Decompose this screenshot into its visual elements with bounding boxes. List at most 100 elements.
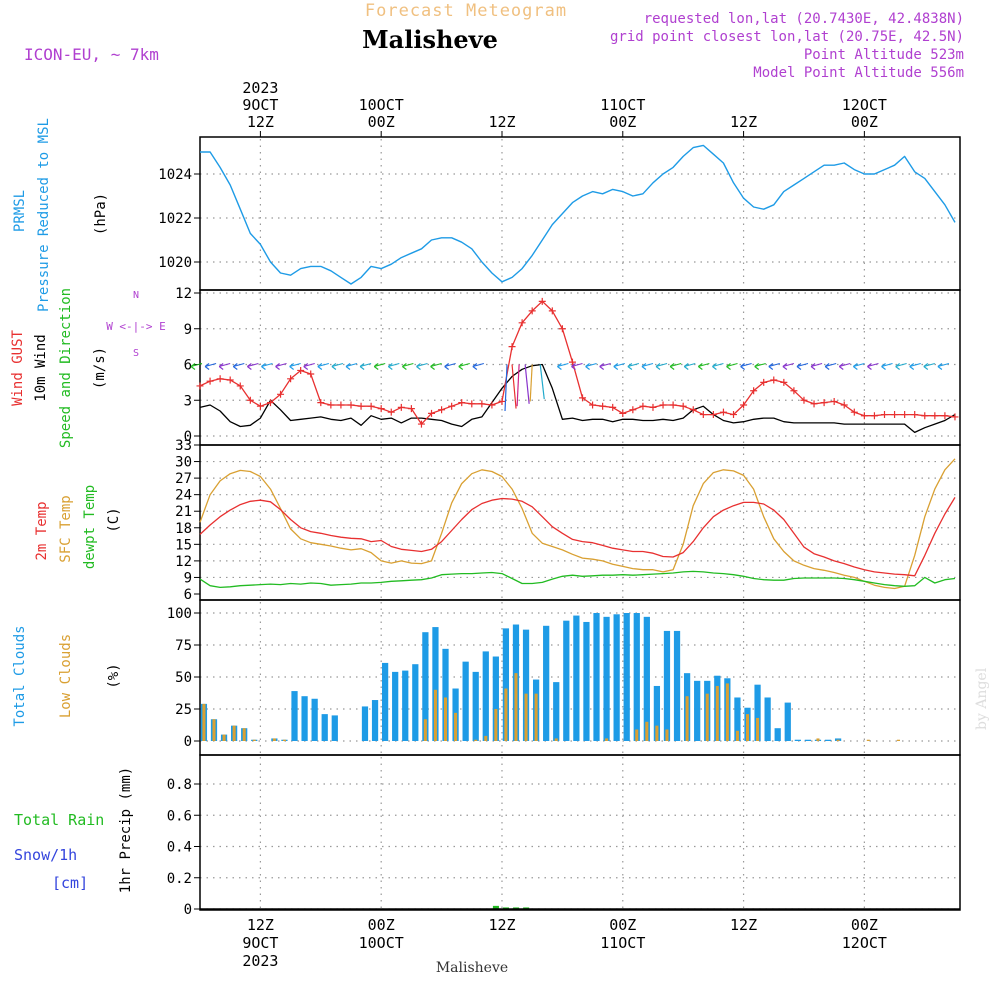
bar-low-clouds — [444, 697, 448, 741]
wind-direction-arrow — [923, 362, 935, 368]
bar-low-clouds — [484, 735, 488, 741]
series-line-sfc-temp — [199, 458, 956, 590]
gust-point — [498, 397, 506, 405]
y-tick-label: 1022 — [158, 211, 192, 227]
bar-total-rain — [492, 905, 499, 909]
gust-point — [790, 387, 798, 395]
wind-direction-arrow — [839, 362, 851, 368]
wind-direction-arrowhead — [698, 363, 703, 370]
gust-point — [347, 401, 355, 409]
gust-point — [870, 412, 878, 420]
wind-direction-arrow — [458, 362, 470, 368]
time-label-top: 2023 — [242, 79, 278, 97]
wind-direction-arrowhead — [782, 363, 788, 370]
wind-direction-arrowhead — [190, 363, 196, 370]
wind-direction-arrowhead — [867, 363, 872, 370]
gust-point — [881, 411, 889, 419]
wind-direction-arrowhead — [472, 363, 478, 370]
gust-point — [297, 366, 305, 374]
panel-frame-wind — [199, 289, 961, 446]
wind-direction-arrow — [613, 362, 625, 368]
gust-point — [730, 411, 738, 419]
gust-point — [266, 399, 274, 407]
wind-direction-arrowhead — [218, 363, 224, 370]
wind-direction-arrow — [641, 362, 654, 368]
time-label-bottom: 11OCT — [600, 934, 645, 952]
bar-total-clouds — [794, 739, 801, 741]
series-line-prmsl — [200, 144, 956, 285]
wind-direction-arrow — [388, 362, 400, 368]
bar-total-clouds — [804, 739, 812, 741]
gust-point — [407, 405, 415, 413]
station-title: Malisheve — [362, 25, 498, 54]
bar-low-clouds — [423, 719, 427, 741]
time-label-top: 12OCT — [842, 96, 887, 114]
time-label-bottom: 12Z — [488, 916, 515, 934]
wind-direction-arrow — [345, 362, 358, 368]
bar-low-clouds — [474, 739, 478, 741]
y-tick-label: 0.8 — [167, 777, 192, 793]
bar-low-clouds — [494, 709, 498, 741]
bar-low-clouds — [282, 739, 286, 741]
wind-direction-arrow — [754, 362, 766, 368]
y-tick-label: 0.6 — [167, 808, 192, 824]
wind-direction-arrow — [853, 362, 865, 368]
bar-low-clouds — [715, 685, 719, 741]
wind-direction-arrowhead — [317, 363, 323, 370]
y-tick-label: 6 — [184, 587, 192, 603]
wind-direction-arrow — [317, 362, 329, 368]
time-label-top: 9OCT — [242, 96, 278, 114]
wind-direction-arrowhead — [430, 363, 435, 370]
gust-point — [317, 399, 325, 407]
bar-low-clouds — [232, 725, 236, 741]
temp-label-sfc: SFC Temp — [58, 495, 74, 562]
wind-direction-arrow — [796, 362, 809, 368]
bar-low-clouds — [554, 738, 558, 741]
gust-point — [568, 358, 576, 366]
wind-direction-arrow — [937, 362, 950, 368]
time-label-top: 00Z — [851, 113, 878, 131]
wind-label-unit: (m/s) — [92, 347, 108, 389]
bar-low-clouds — [524, 693, 528, 741]
bar-total-clouds — [301, 696, 308, 741]
bar-total-clouds — [522, 629, 530, 741]
gust-point — [830, 397, 838, 405]
y-tick-label: 1020 — [158, 255, 192, 271]
wind-direction-arrow — [444, 362, 456, 368]
gust-point — [307, 370, 315, 378]
gust-point — [478, 400, 486, 408]
series-line-10m-wind — [199, 363, 956, 434]
wind-direction-arrow — [627, 362, 640, 368]
bar-total-clouds — [573, 615, 580, 741]
y-tick-label: 9 — [184, 570, 192, 586]
wind-direction-arrow — [472, 362, 484, 368]
bar-total-clouds — [492, 656, 499, 741]
bar-total-clouds — [472, 671, 479, 741]
compass-n: N — [133, 290, 139, 301]
y-tick-label: 15 — [175, 537, 192, 553]
bar-low-clouds — [242, 728, 246, 741]
bar-total-clouds — [371, 700, 379, 741]
model-label: ICON-EU, ~ 7km — [24, 45, 159, 64]
temp-label-2m: 2m Temp — [34, 501, 50, 560]
wind-direction-arrow — [768, 362, 780, 368]
bar-low-clouds — [735, 730, 739, 741]
gust-point — [277, 390, 285, 398]
gust-point — [669, 401, 677, 409]
pressure-label-msl: Pressure Reduced to MSL — [36, 118, 52, 312]
bar-total-clouds — [583, 621, 590, 741]
gust-point — [397, 403, 405, 411]
wind-direction-arrowhead — [261, 363, 266, 370]
pressure-label-prmsl: PRMSL — [12, 190, 28, 232]
wind-direction-arrowhead — [204, 363, 210, 370]
bar-low-clouds — [705, 693, 709, 741]
bar-low-clouds — [645, 721, 649, 741]
y-tick-label: 33 — [175, 438, 192, 454]
wind-direction-arrowhead — [824, 363, 830, 370]
wind-direction-arrowhead — [387, 363, 393, 370]
bar-low-clouds — [836, 739, 840, 741]
gust-point — [709, 411, 717, 419]
wind-direction-arrowhead — [416, 363, 421, 370]
wind-direction-arrow — [726, 362, 738, 368]
info-requested: requested lon,lat (20.7430E, 42.4838N) — [644, 11, 964, 27]
